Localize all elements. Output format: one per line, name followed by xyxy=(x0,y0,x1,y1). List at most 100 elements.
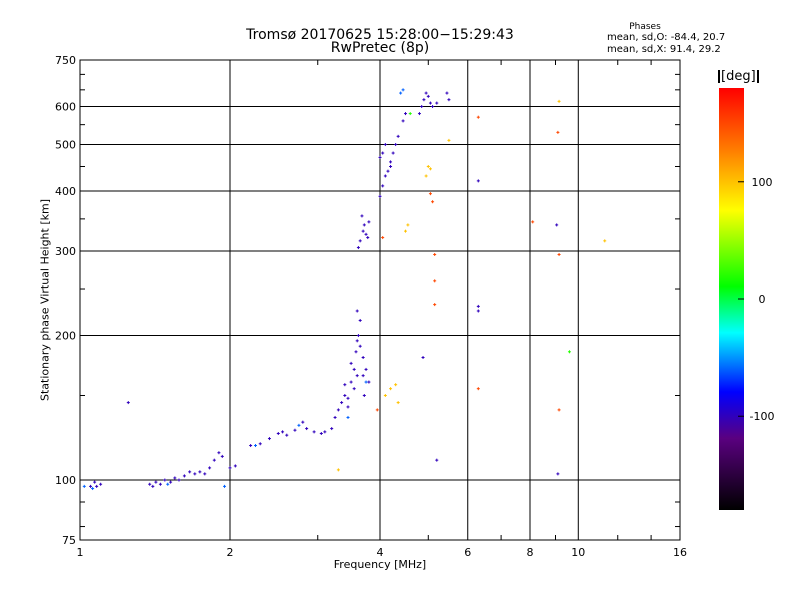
data-point xyxy=(476,309,480,313)
data-point xyxy=(433,303,437,307)
y-tick-label: 200 xyxy=(55,330,76,343)
data-point xyxy=(93,480,97,484)
data-point xyxy=(169,480,173,484)
data-point xyxy=(445,91,449,95)
data-point xyxy=(447,138,451,142)
data-point xyxy=(333,415,337,419)
data-point xyxy=(408,112,412,116)
data-point xyxy=(557,253,561,257)
data-point xyxy=(330,427,334,431)
data-point xyxy=(297,423,301,427)
data-point xyxy=(99,482,103,486)
data-point xyxy=(383,174,387,178)
data-point xyxy=(424,91,428,95)
data-point xyxy=(355,339,359,343)
data-point xyxy=(188,470,192,474)
y-tick-label: 600 xyxy=(55,101,76,114)
x-tick-label: 2 xyxy=(227,546,234,559)
plot-frame xyxy=(79,59,681,541)
data-point xyxy=(343,383,347,387)
data-point xyxy=(391,151,395,155)
data-point xyxy=(428,167,432,171)
data-point xyxy=(428,101,432,105)
data-point xyxy=(154,480,158,484)
data-point xyxy=(378,194,382,198)
data-point xyxy=(420,105,424,109)
data-point xyxy=(362,394,366,398)
data-point xyxy=(267,437,271,441)
data-point xyxy=(603,239,607,243)
y-tick-label: 300 xyxy=(55,245,76,258)
data-point xyxy=(364,367,368,371)
data-point xyxy=(343,394,347,398)
data-point xyxy=(433,253,437,257)
data-point xyxy=(158,482,162,486)
data-point xyxy=(381,236,385,240)
data-point xyxy=(361,355,365,359)
data-point xyxy=(163,478,167,482)
data-point xyxy=(557,99,561,103)
data-point xyxy=(355,374,359,378)
data-point xyxy=(381,151,385,155)
data-point xyxy=(367,380,371,384)
data-point xyxy=(556,130,560,134)
x-tick-label: 1 xyxy=(77,546,84,559)
data-point xyxy=(358,344,362,348)
x-axis-label: Frequency [MHz] xyxy=(333,558,427,571)
data-point xyxy=(361,229,365,233)
data-point xyxy=(301,420,305,424)
data-point xyxy=(421,355,425,359)
data-point xyxy=(182,474,186,478)
data-point xyxy=(399,91,403,95)
x-tick-label: 6 xyxy=(464,546,471,559)
data-point xyxy=(476,304,480,308)
chart-subtitle: RwPretec (8p) xyxy=(330,40,430,56)
data-point xyxy=(362,223,366,227)
data-point xyxy=(360,214,364,218)
data-point xyxy=(381,184,385,188)
data-point xyxy=(151,484,155,488)
data-point xyxy=(417,112,421,116)
data-point xyxy=(358,239,362,243)
data-point xyxy=(394,143,398,147)
data-point xyxy=(426,164,430,168)
data-point xyxy=(305,427,309,431)
data-point xyxy=(378,155,382,159)
data-point xyxy=(217,451,221,455)
data-point xyxy=(401,119,405,123)
x-tick-label: 4 xyxy=(377,546,384,559)
data-point xyxy=(424,174,428,178)
y-tick-label: 400 xyxy=(55,185,76,198)
data-point xyxy=(319,432,323,436)
data-point xyxy=(375,408,379,412)
data-point xyxy=(91,487,95,491)
data-point xyxy=(435,458,439,462)
data-point xyxy=(403,229,407,233)
data-point xyxy=(203,472,207,476)
colorbar-tick-label: 0 xyxy=(759,293,766,306)
data-point xyxy=(431,200,435,204)
data-point xyxy=(431,105,435,109)
data-point xyxy=(428,192,432,196)
data-point xyxy=(356,334,360,338)
x-tick-label: 16 xyxy=(673,546,687,559)
data-point xyxy=(476,387,480,391)
y-tick-label: 100 xyxy=(55,474,76,487)
data-point xyxy=(223,484,227,488)
data-point xyxy=(193,472,197,476)
y-tick-label: 750 xyxy=(55,54,76,67)
data-point xyxy=(89,484,93,488)
data-point xyxy=(249,444,253,448)
data-point xyxy=(389,387,393,391)
data-point xyxy=(349,380,353,384)
data-point xyxy=(356,246,360,250)
data-point xyxy=(346,405,350,409)
data-point xyxy=(383,394,387,398)
data-point xyxy=(95,484,99,488)
data-point xyxy=(177,478,181,482)
data-point xyxy=(426,94,430,98)
data-point xyxy=(346,396,350,400)
data-point xyxy=(394,383,398,387)
data-point xyxy=(361,374,365,378)
